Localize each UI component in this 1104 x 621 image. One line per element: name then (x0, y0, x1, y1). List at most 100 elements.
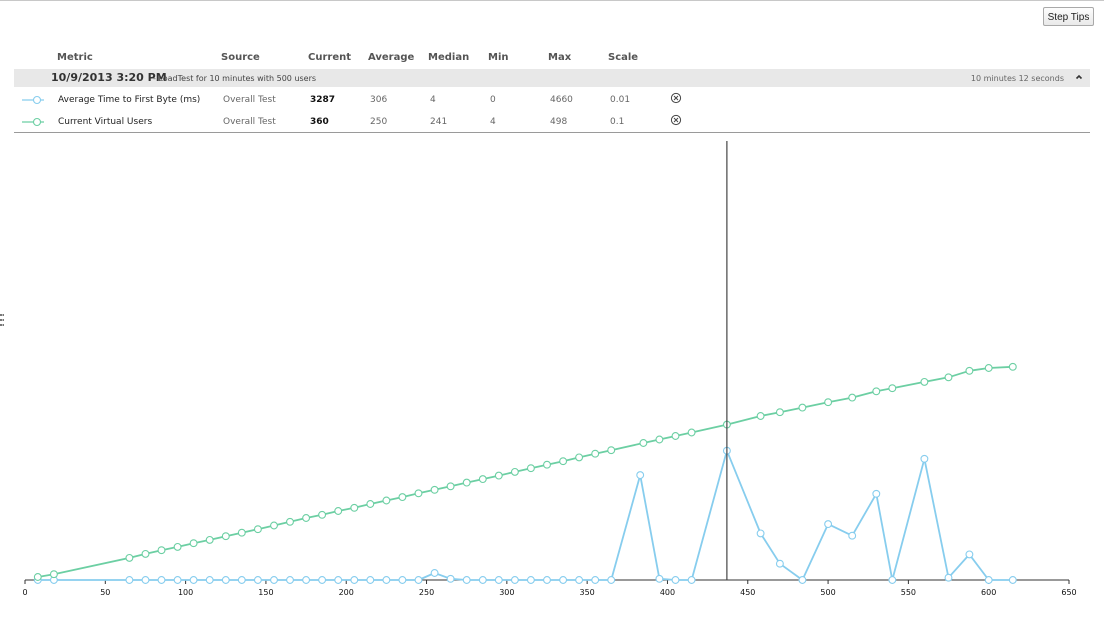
data-point[interactable] (205, 576, 214, 584)
data-point[interactable] (366, 500, 375, 508)
data-point[interactable] (350, 503, 359, 512)
data-point[interactable] (756, 412, 765, 420)
data-point[interactable] (462, 478, 471, 487)
data-point[interactable] (1008, 576, 1017, 584)
data-point[interactable] (824, 398, 833, 407)
data-point[interactable] (205, 535, 214, 544)
data-point[interactable] (398, 493, 407, 502)
data-point[interactable] (920, 377, 929, 386)
column-header-max[interactable]: Max (548, 52, 572, 63)
data-point[interactable] (270, 521, 278, 530)
data-point[interactable] (775, 408, 784, 417)
data-point[interactable] (607, 576, 616, 584)
data-point[interactable] (157, 576, 166, 584)
data-point[interactable] (398, 576, 407, 584)
data-point[interactable] (848, 531, 857, 540)
data-point[interactable] (526, 576, 535, 584)
data-point[interactable] (510, 467, 519, 476)
data-point[interactable] (775, 559, 784, 568)
column-header-min[interactable]: Min (488, 52, 509, 63)
data-point[interactable] (237, 576, 246, 584)
data-point[interactable] (302, 514, 311, 522)
data-point[interactable] (944, 573, 953, 582)
data-point[interactable] (125, 576, 134, 584)
data-point[interactable] (636, 471, 645, 480)
data-point[interactable] (510, 576, 519, 584)
data-point[interactable] (350, 576, 359, 584)
chevron-up-icon[interactable] (1074, 72, 1084, 82)
data-point[interactable] (607, 446, 616, 455)
data-point[interactable] (157, 546, 166, 555)
data-point[interactable] (639, 439, 648, 447)
data-point[interactable] (125, 553, 134, 562)
series-line-virtual-users[interactable] (37, 365, 1013, 578)
data-point[interactable] (591, 576, 600, 584)
data-point[interactable] (575, 453, 584, 462)
data-point[interactable] (189, 576, 198, 584)
data-point[interactable] (462, 576, 471, 584)
data-point[interactable] (253, 525, 262, 534)
metric-scale[interactable]: 0.01 (610, 95, 631, 105)
resize-handle-icon[interactable] (0, 314, 4, 326)
remove-icon[interactable] (670, 92, 682, 104)
metric-scale[interactable]: 0.1 (610, 117, 625, 127)
data-point[interactable] (141, 549, 150, 558)
data-point[interactable] (543, 576, 551, 584)
column-header-average[interactable]: Average (368, 52, 415, 63)
data-point[interactable] (543, 460, 551, 469)
data-point[interactable] (414, 576, 423, 584)
data-point[interactable] (848, 393, 857, 402)
data-point[interactable] (318, 510, 327, 519)
data-point[interactable] (446, 574, 455, 583)
data-point[interactable] (655, 574, 664, 583)
data-point[interactable] (446, 482, 455, 491)
data-point[interactable] (221, 532, 230, 541)
data-point[interactable] (494, 471, 503, 480)
data-point[interactable] (141, 576, 150, 584)
data-point[interactable] (430, 569, 439, 577)
metric-row[interactable]: Average Time to First Byte (ms) Overall … (0, 91, 1104, 111)
data-point[interactable] (655, 435, 664, 444)
data-point[interactable] (671, 432, 680, 440)
data-point[interactable] (888, 576, 897, 584)
data-point[interactable] (382, 496, 391, 505)
data-point[interactable] (253, 576, 262, 584)
data-point[interactable] (920, 454, 929, 463)
data-point[interactable] (221, 576, 230, 584)
data-point[interactable] (575, 576, 584, 584)
data-point[interactable] (798, 576, 807, 584)
data-point[interactable] (366, 576, 375, 584)
data-point[interactable] (33, 573, 42, 581)
data-point[interactable] (888, 384, 897, 393)
data-point[interactable] (478, 475, 487, 484)
data-point[interactable] (1008, 362, 1017, 371)
metric-row[interactable]: Current Virtual Users Overall Test 360 2… (0, 113, 1104, 133)
data-point[interactable] (286, 576, 294, 584)
data-point[interactable] (173, 542, 182, 551)
step-tips-button[interactable]: Step Tips (1043, 7, 1094, 26)
data-point[interactable] (872, 489, 881, 498)
data-point[interactable] (302, 576, 311, 584)
metrics-line-chart[interactable]: 0 50 100 150 200 250 300 350 400 450 500 550 600 650 (0, 133, 1104, 621)
data-point[interactable] (286, 517, 294, 526)
data-point[interactable] (798, 403, 807, 412)
data-point[interactable] (270, 576, 278, 584)
data-point[interactable] (944, 373, 953, 382)
data-point[interactable] (984, 364, 993, 372)
column-header-scale[interactable]: Scale (608, 52, 639, 63)
column-header-source[interactable]: Source (221, 52, 260, 63)
data-point[interactable] (824, 520, 833, 529)
remove-icon[interactable] (670, 114, 682, 126)
data-point[interactable] (965, 550, 974, 559)
column-header-median[interactable]: Median (428, 52, 470, 63)
data-point[interactable] (559, 457, 568, 466)
column-header-current[interactable]: Current (308, 52, 352, 63)
data-point[interactable] (526, 464, 535, 473)
data-point[interactable] (984, 576, 993, 584)
data-point[interactable] (687, 576, 696, 584)
data-point[interactable] (414, 489, 423, 498)
data-point[interactable] (872, 387, 881, 396)
data-point[interactable] (334, 507, 343, 515)
data-point[interactable] (756, 529, 765, 538)
data-point[interactable] (687, 428, 696, 437)
